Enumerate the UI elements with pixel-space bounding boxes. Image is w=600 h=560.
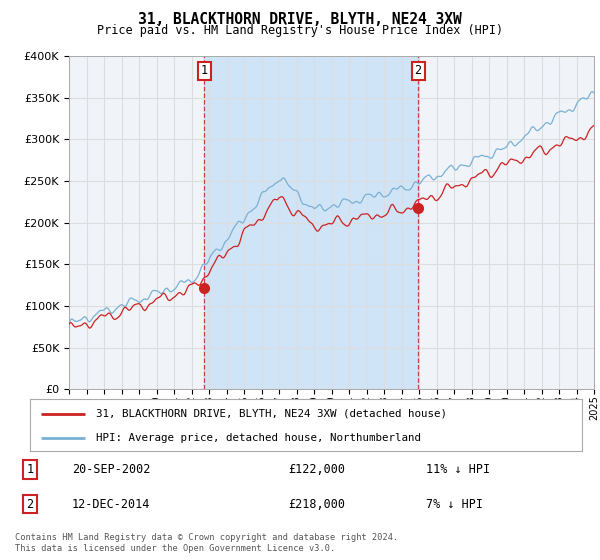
Text: 20-SEP-2002: 20-SEP-2002 xyxy=(72,463,151,476)
Text: Contains HM Land Registry data © Crown copyright and database right 2024.
This d: Contains HM Land Registry data © Crown c… xyxy=(15,533,398,553)
Text: 1: 1 xyxy=(26,463,34,476)
Text: 31, BLACKTHORN DRIVE, BLYTH, NE24 3XW: 31, BLACKTHORN DRIVE, BLYTH, NE24 3XW xyxy=(138,12,462,27)
Text: Price paid vs. HM Land Registry's House Price Index (HPI): Price paid vs. HM Land Registry's House … xyxy=(97,24,503,36)
Text: 2: 2 xyxy=(415,64,422,77)
Text: HPI: Average price, detached house, Northumberland: HPI: Average price, detached house, Nort… xyxy=(96,433,421,443)
Text: 1: 1 xyxy=(200,64,208,77)
Bar xyxy=(204,56,418,389)
Text: 11% ↓ HPI: 11% ↓ HPI xyxy=(426,463,490,476)
Text: 12-DEC-2014: 12-DEC-2014 xyxy=(72,497,151,511)
Text: 31, BLACKTHORN DRIVE, BLYTH, NE24 3XW (detached house): 31, BLACKTHORN DRIVE, BLYTH, NE24 3XW (d… xyxy=(96,409,447,419)
Text: £122,000: £122,000 xyxy=(288,463,345,476)
Text: £218,000: £218,000 xyxy=(288,497,345,511)
Text: 2: 2 xyxy=(26,497,34,511)
Text: 7% ↓ HPI: 7% ↓ HPI xyxy=(426,497,483,511)
